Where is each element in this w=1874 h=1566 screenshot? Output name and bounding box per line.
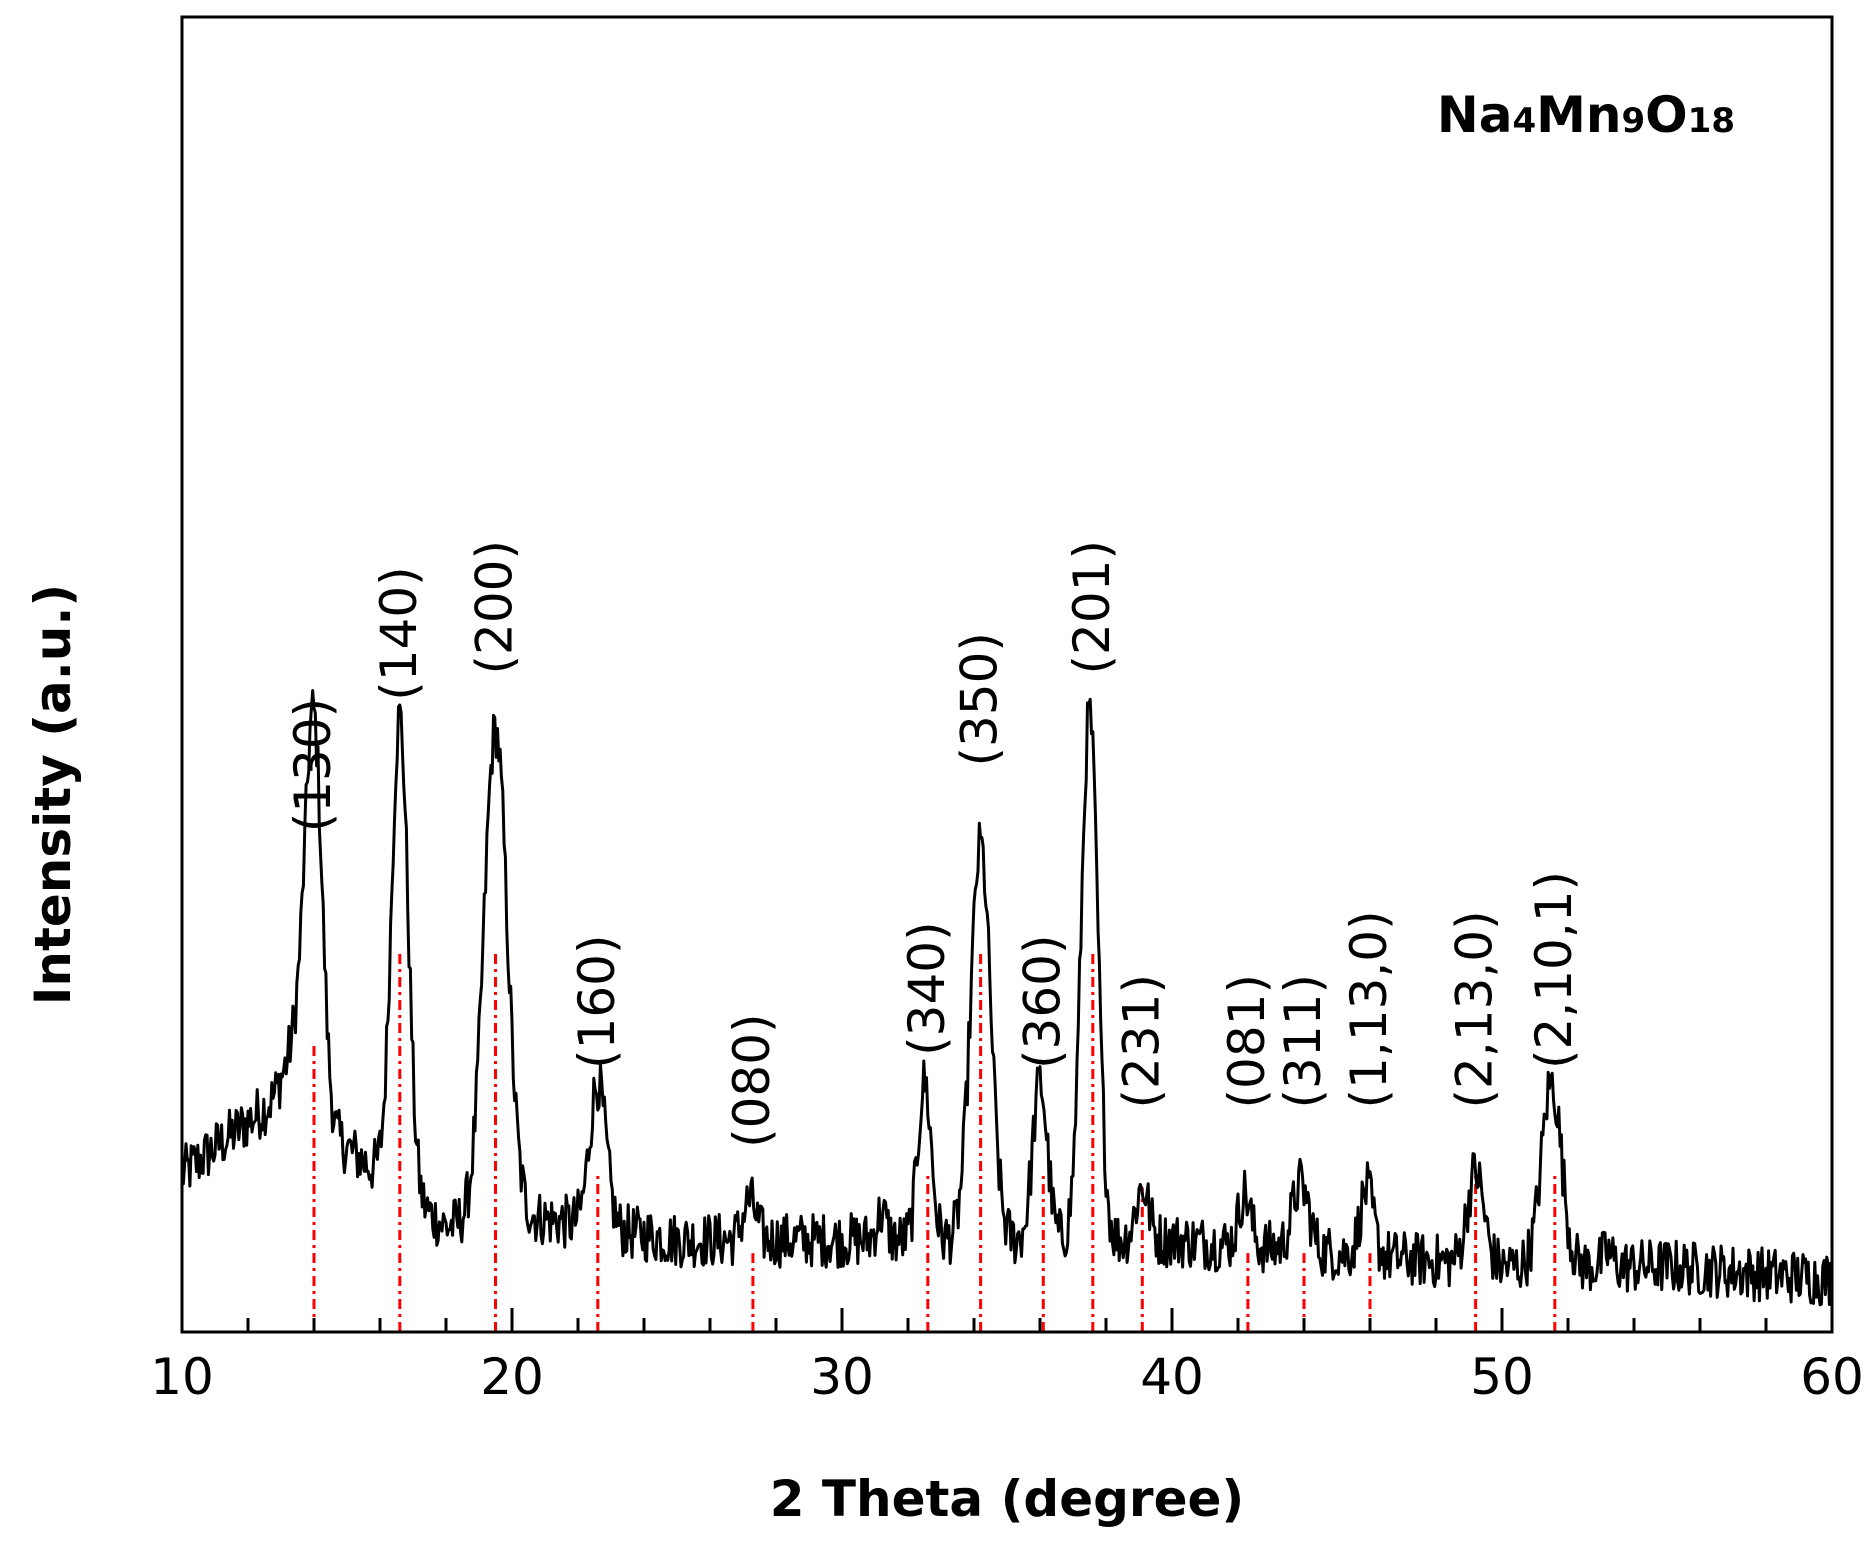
x-tick-label: 50 [1470,1348,1534,1406]
y-axis-title: Intensity (a.u.) [24,584,82,1005]
peak-label: (231) [1112,974,1170,1108]
compound-formula: Na4Mn9O18 [1437,86,1735,144]
peak-label: (140) [370,566,428,700]
peak-label: (2,13,0) [1446,910,1504,1108]
peak-label: (081) [1218,974,1276,1108]
x-tick-label: 10 [150,1348,214,1406]
peak-label: (311) [1274,974,1332,1108]
peak-label: (080) [723,1013,781,1147]
formula-part: 4 [1512,101,1536,141]
peak-label: (340) [898,921,956,1055]
x-tick-label: 30 [810,1348,874,1406]
peak-label: (160) [568,935,626,1069]
x-axis-tick-labels: 10 20 30 40 50 60 [150,1348,1864,1406]
formula-part: Na [1437,86,1513,144]
x-axis-title: 2 Theta (degree) [770,1470,1245,1528]
formula-part: O [1645,86,1688,144]
peak-label: (130) [284,698,342,832]
peak-label: (200) [466,540,524,674]
peak-label: (350) [951,632,1009,766]
peak-label: (201) [1063,540,1121,674]
xrd-pattern-line [180,689,1834,1307]
peak-label: (1,13,0) [1340,910,1398,1108]
formula-part: 9 [1621,101,1645,141]
formula-part: 18 [1688,101,1735,141]
x-tick-label: 40 [1140,1348,1204,1406]
plot-frame [180,15,1834,1334]
reference-lines [312,950,1557,1332]
peak-labels: (130) (140) (200) (160) (080) (340) (350) (360)… [284,540,1583,1148]
peak-label: (2,10,1) [1525,871,1583,1069]
x-tick-label: 60 [1800,1348,1864,1406]
x-tick-label: 20 [480,1348,544,1406]
x-axis-ticks [180,1308,1834,1332]
formula-part: Mn [1536,86,1621,144]
series-layer [180,689,1834,1307]
peak-label: (360) [1013,935,1071,1069]
